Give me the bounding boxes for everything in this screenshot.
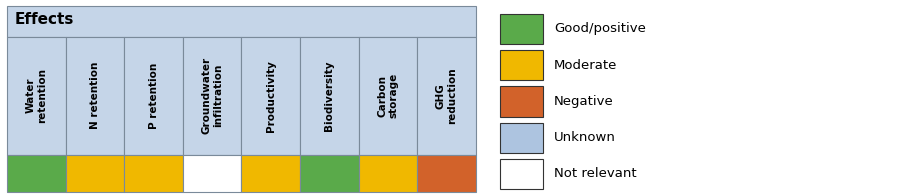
Bar bbox=[359, 37, 417, 155]
Text: Groundwater
infiltration: Groundwater infiltration bbox=[202, 57, 223, 134]
Bar bbox=[183, 37, 241, 155]
Bar bbox=[124, 155, 183, 192]
Bar bbox=[417, 37, 476, 155]
Bar bbox=[300, 155, 359, 192]
Bar bbox=[417, 155, 476, 192]
Bar bbox=[300, 37, 359, 155]
Text: Good/positive: Good/positive bbox=[554, 22, 646, 35]
Bar bbox=[500, 86, 543, 117]
Text: Not relevant: Not relevant bbox=[554, 167, 637, 181]
Text: Carbon
storage: Carbon storage bbox=[378, 73, 398, 118]
Bar bbox=[7, 6, 476, 37]
Bar bbox=[7, 155, 66, 192]
Text: Effects: Effects bbox=[14, 12, 74, 27]
Bar bbox=[500, 14, 543, 44]
Bar bbox=[241, 37, 300, 155]
Text: N retention: N retention bbox=[90, 62, 100, 129]
Text: P retention: P retention bbox=[149, 63, 159, 129]
Text: Productivity: Productivity bbox=[266, 60, 276, 132]
Bar bbox=[66, 155, 124, 192]
Bar bbox=[500, 50, 543, 80]
Bar bbox=[124, 37, 183, 155]
Text: Negative: Negative bbox=[554, 95, 614, 108]
Bar bbox=[183, 155, 241, 192]
Text: Biodiversity: Biodiversity bbox=[324, 61, 334, 131]
Bar bbox=[7, 37, 66, 155]
Text: Water
retention: Water retention bbox=[26, 68, 47, 123]
Bar bbox=[500, 122, 543, 153]
Bar bbox=[500, 159, 543, 189]
Text: GHG
reduction: GHG reduction bbox=[436, 67, 457, 124]
Bar bbox=[359, 155, 417, 192]
Text: Moderate: Moderate bbox=[554, 59, 617, 72]
Text: Unknown: Unknown bbox=[554, 131, 616, 144]
Bar bbox=[241, 155, 300, 192]
Bar bbox=[66, 37, 124, 155]
